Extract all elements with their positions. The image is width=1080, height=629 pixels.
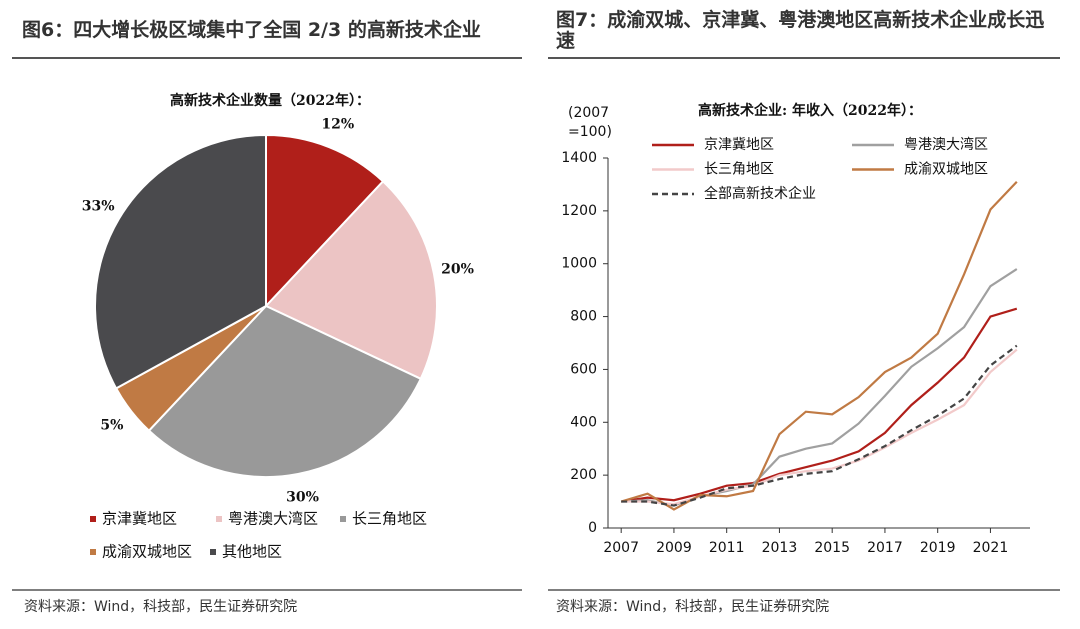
series-line — [620, 181, 1018, 511]
data-label: 20% — [441, 261, 474, 277]
figure-title: 图6：四大增长极区域集中了全国 2/3 的高新技术企业 — [22, 19, 481, 41]
figure-title: 图7：成渝双城、京津冀、粤港澳地区高新技术企业成长迅速 — [556, 9, 1045, 52]
legend-label: 京津冀地区 — [102, 510, 177, 528]
x-tick-label: 2007 — [603, 540, 639, 556]
y-tick-label: 1400 — [561, 150, 597, 166]
pie-slice — [264, 179, 438, 381]
series-line — [621, 348, 1018, 506]
legend-swatch — [216, 516, 222, 522]
legend-label: 粤港澳大湾区 — [904, 136, 988, 153]
x-tick-label: 2017 — [867, 540, 903, 556]
y-tick-label: 200 — [570, 467, 597, 483]
legend-swatch — [340, 516, 346, 522]
data-label: 30% — [286, 490, 319, 506]
legend-label: 长三角地区 — [704, 162, 774, 178]
pie-slice — [265, 133, 385, 309]
pie-slice — [147, 304, 423, 478]
x-tick-label: 2021 — [973, 540, 1009, 556]
data-label: 12% — [321, 117, 354, 133]
legend-swatch — [210, 549, 216, 555]
y-tick-label: 800 — [570, 309, 597, 325]
legend-label: 全部高新技术企业 — [704, 185, 816, 202]
legend-label: 长三角地区 — [352, 510, 427, 528]
y-axis-label: =100) — [568, 124, 612, 140]
x-tick-label: 2011 — [709, 540, 745, 556]
legend-label: 成渝双城地区 — [904, 162, 988, 178]
y-tick-label: 400 — [570, 414, 597, 430]
legend-label: 成渝双城地区 — [102, 543, 192, 561]
data-label: 33% — [82, 199, 115, 215]
x-tick-label: 2019 — [920, 540, 956, 556]
legend-label: 粤港澳大湾区 — [228, 510, 318, 528]
data-label: 5% — [100, 418, 123, 434]
source: 资料来源：Wind，科技部，民生证券研究院 — [556, 599, 830, 615]
legend-label: 其他地区 — [222, 543, 282, 561]
chart-subtitle: 高新技术企业: 年收入（2022年）： — [698, 102, 922, 119]
y-tick-label: 1000 — [561, 256, 597, 272]
x-tick-label: 2009 — [656, 540, 692, 556]
series-line — [621, 307, 1018, 503]
legend-swatch — [90, 549, 96, 555]
legend-label: 京津冀地区 — [704, 137, 774, 153]
series-line — [621, 344, 1018, 507]
y-tick-label: 0 — [588, 520, 597, 536]
source: 资料来源：Wind，科技部，民生证券研究院 — [24, 599, 298, 615]
x-tick-label: 2013 — [762, 540, 798, 556]
chart-subtitle: 高新技术企业数量（2022年）： — [170, 92, 370, 109]
pie-slice — [94, 133, 267, 390]
legend-swatch — [90, 516, 96, 522]
y-axis-label: (2007 — [568, 105, 609, 121]
x-tick-label: 2015 — [814, 540, 850, 556]
y-tick-label: 1200 — [561, 203, 597, 219]
y-tick-label: 600 — [570, 361, 597, 377]
